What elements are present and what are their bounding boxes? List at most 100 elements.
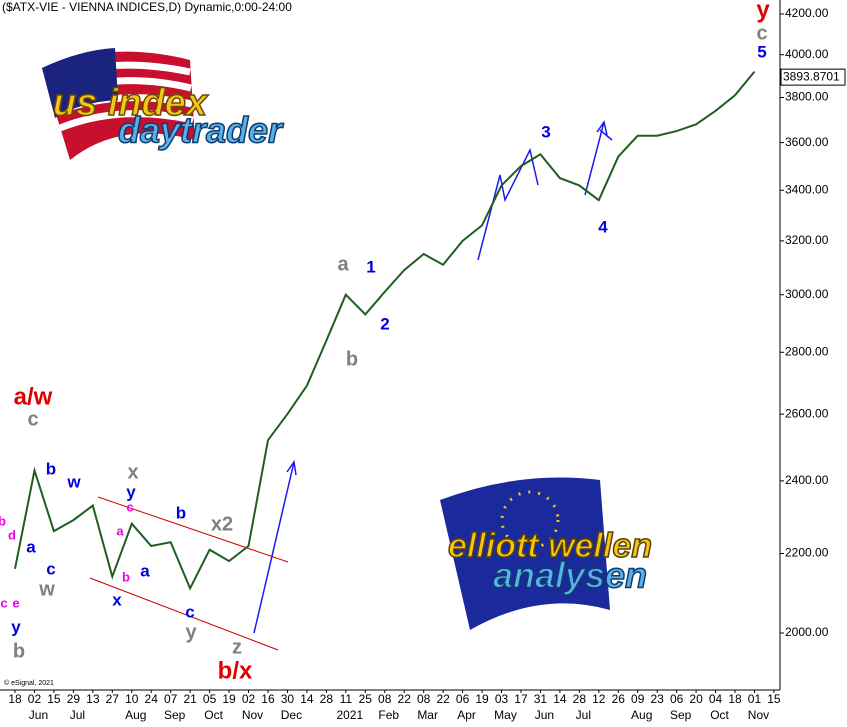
x-tick-label: 22 — [398, 692, 412, 706]
wave-label: b — [346, 348, 358, 370]
chart-title: ($ATX-VIE - VIENNA INDICES,D) Dynamic,0:… — [2, 0, 292, 14]
x-tick-label: 03 — [495, 692, 509, 706]
x-tick-label: 08 — [378, 692, 392, 706]
x-tick-label: 23 — [651, 692, 665, 706]
month-label: Jun — [29, 708, 48, 722]
flag-canton — [42, 48, 118, 118]
y-tick-label: 2600.00 — [785, 406, 829, 420]
wave-label: b — [46, 459, 56, 478]
y-tick-label: 3000.00 — [785, 287, 829, 301]
wave-label: w — [66, 472, 81, 491]
wave-label: y — [185, 621, 197, 643]
y-tick-label: 4200.00 — [785, 6, 829, 20]
month-label: Feb — [378, 708, 399, 722]
x-tick-label: 02 — [242, 692, 256, 706]
wave-label: y — [756, 0, 770, 23]
month-label: Aug — [125, 708, 146, 722]
x-tick-label: 10 — [125, 692, 139, 706]
logo-text: daytrader — [118, 110, 284, 151]
x-tick-label: 02 — [28, 692, 42, 706]
y-tick-label: 3400.00 — [785, 182, 829, 196]
month-label: May — [494, 708, 517, 722]
logo-bottom: elliott wellen analysen — [440, 477, 653, 630]
last-price-box — [780, 68, 846, 86]
wave-label: b/x — [218, 657, 253, 684]
wave-label: x — [127, 461, 138, 483]
month-label: Jul — [70, 708, 85, 722]
wave-label: b — [13, 640, 25, 662]
x-tick-label: 18 — [728, 692, 742, 706]
wave-label: x2 — [211, 513, 233, 535]
x-tick-label: 05 — [203, 692, 217, 706]
x-tick-label: 14 — [300, 692, 314, 706]
x-tick-label: 15 — [767, 692, 781, 706]
arrow — [584, 120, 608, 196]
wave-label: a — [337, 253, 349, 275]
month-label: Dec — [281, 708, 302, 722]
month-label: Apr — [457, 708, 476, 722]
y-tick-label: 2000.00 — [785, 625, 829, 639]
month-label: Oct — [204, 708, 223, 722]
logo-top: us index daytrader — [42, 48, 285, 160]
month-label: Oct — [710, 708, 729, 722]
x-tick-label: 24 — [145, 692, 159, 706]
wave-label: y — [126, 482, 136, 501]
y-tick-label: 2800.00 — [785, 344, 829, 358]
wave-label: c — [756, 22, 767, 44]
y-tick-label: 2400.00 — [785, 473, 829, 487]
wave-label: c — [126, 499, 133, 514]
wave-label: c — [185, 602, 194, 621]
x-tick-label: 25 — [359, 692, 373, 706]
wave-label: 3 — [541, 122, 550, 141]
x-tick-label: 19 — [475, 692, 489, 706]
wave-label: a — [116, 523, 124, 538]
wave-label: e — [12, 595, 19, 610]
y-tick-label: 4000.00 — [785, 47, 829, 61]
arrow — [599, 129, 613, 141]
wave-label: b — [0, 513, 6, 528]
x-tick-label: 07 — [164, 692, 178, 706]
month-label: Sep — [670, 708, 692, 722]
x-tick-label: 06 — [670, 692, 684, 706]
x-tick-label: 31 — [534, 692, 548, 706]
y-tick-label: 2200.00 — [785, 546, 829, 560]
month-label: Jul — [576, 708, 591, 722]
month-label: Sep — [164, 708, 186, 722]
credit: © eSignal, 2021 — [4, 679, 54, 687]
x-tick-label: 06 — [456, 692, 470, 706]
wave-label: 5 — [757, 42, 766, 61]
month-label: Jun — [535, 708, 554, 722]
logo-text: elliott wellen — [448, 527, 652, 565]
x-tick-label: 08 — [417, 692, 431, 706]
channel-line — [89, 577, 279, 651]
x-tick-label: 09 — [631, 692, 645, 706]
wave-label: c — [27, 408, 38, 430]
wave-label: y — [11, 617, 21, 636]
wave-label: a — [26, 537, 36, 556]
wave-label: z — [232, 636, 242, 658]
wave-label: 1 — [366, 257, 375, 276]
price-line — [14, 70, 756, 591]
x-tick-label: 16 — [261, 692, 275, 706]
x-tick-label: 11 — [340, 692, 353, 706]
flag-stars — [500, 490, 560, 550]
x-tick-label: 13 — [86, 692, 100, 706]
x-tick-label: 20 — [689, 692, 703, 706]
wave-label: 4 — [598, 217, 608, 236]
flag — [440, 477, 610, 630]
wave-label: a/w — [14, 383, 53, 410]
channel-line — [97, 496, 289, 563]
x-tick-label: 18 — [8, 692, 22, 706]
x-tick-label: 04 — [709, 692, 723, 706]
x-tick-label: 14 — [553, 692, 567, 706]
logo-text: us index — [53, 82, 209, 124]
last-price-label: 3893.8701 — [783, 69, 840, 83]
wave-label: b — [176, 503, 186, 522]
x-tick-label: 19 — [222, 692, 236, 706]
month-label: Mar — [417, 708, 438, 722]
y-tick-label: 3800.00 — [785, 90, 829, 104]
x-tick-label: 30 — [281, 692, 295, 706]
month-label: Aug — [631, 708, 652, 722]
wave-label: c — [0, 595, 7, 610]
